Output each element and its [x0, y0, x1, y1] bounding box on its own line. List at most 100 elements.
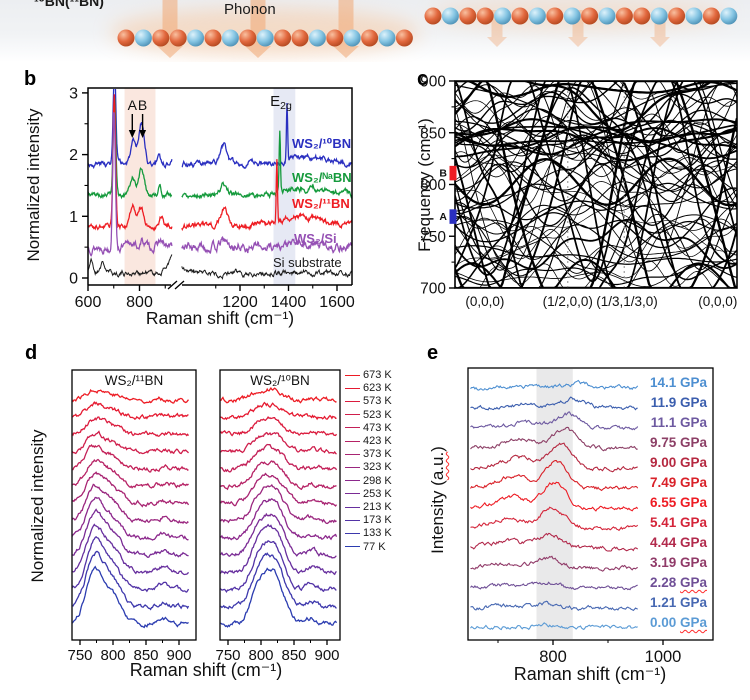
- x-tick-label: 1000: [645, 648, 682, 666]
- temperature-curve-523K: [72, 430, 189, 455]
- temperature-curve-473K: [220, 443, 338, 473]
- series-label-3: WS₂/Si: [294, 231, 337, 246]
- series-label-0: WS₂/¹⁰BN: [292, 136, 351, 151]
- phonon-branch: [455, 204, 737, 260]
- spectrum-curve-4: [88, 254, 352, 280]
- pressure-curve-9.00: [470, 442, 638, 473]
- temperature-curve-423K: [220, 460, 337, 491]
- temperature-curve-133K: [220, 552, 337, 610]
- pressure-curve-3.19: [470, 555, 638, 572]
- x-tick-label: 750: [67, 647, 92, 664]
- temperature-curve-573K: [220, 416, 338, 437]
- schematic-strip: ¹⁰BN(¹¹BN) Phonon: [0, 0, 750, 62]
- left-chain-blue-atom: [343, 29, 361, 47]
- legend-label: 213 K: [363, 501, 392, 513]
- panel-e: e Intensity (a.u.) Raman shift (cm⁻¹) 80…: [415, 338, 750, 700]
- left-chain-blue-atom: [378, 29, 396, 47]
- axis-box-0: [71, 369, 197, 641]
- subpanel-curves-0: [72, 388, 190, 629]
- temperature-curve-213K: [220, 523, 337, 576]
- phonon-branch: [455, 91, 737, 132]
- pressure-unit: GPa: [679, 535, 707, 550]
- left-chain-orange-atom: [274, 29, 292, 47]
- x-tick-label: 900: [166, 647, 191, 664]
- x-tick-label: 600: [75, 294, 102, 311]
- panel-d-letter: d: [25, 342, 38, 364]
- pressure-value: 11.9: [650, 395, 680, 410]
- right-chain-blue-atom: [441, 7, 459, 25]
- series-label-4: Si substrate: [273, 255, 342, 270]
- pressure-value: 14.1: [649, 375, 680, 390]
- phonon-branch: [455, 212, 737, 274]
- pressure-value: 2.28: [649, 575, 680, 590]
- temperature-curve-77K: [220, 567, 338, 628]
- series-label-1: WS₂/ᴺᵃBN: [292, 170, 352, 185]
- legend-line-swatch: [345, 374, 360, 376]
- temperature-curve-323K: [72, 483, 189, 525]
- pressure-unit: GPa: [679, 475, 707, 490]
- pressure-curve-11.1: [470, 411, 639, 431]
- temperature-curve-623K: [220, 401, 337, 421]
- legend-item-623K: 623 K: [345, 382, 392, 394]
- pressure-unit: GPa: [679, 435, 707, 450]
- right-chain-orange-atom: [546, 7, 564, 25]
- left-chain-blue-atom: [221, 29, 239, 47]
- y-tick-label: 0: [69, 271, 78, 288]
- x-tick-label: 850: [281, 647, 306, 664]
- pressure-label-5.41: 5.41 GPa: [650, 515, 707, 530]
- phonon-branch: [455, 181, 737, 249]
- pressure-curve-0.00: [470, 622, 638, 631]
- phonon-branch: [455, 229, 737, 265]
- spectrum-curve-0: [88, 89, 352, 170]
- y-tick-label: 850: [420, 125, 446, 142]
- k-point-label: (1/3,1/3,0): [596, 294, 658, 309]
- x-tick-label: 1600: [319, 294, 355, 311]
- legend-label: 373 K: [363, 448, 392, 461]
- phonon-branch: [455, 81, 737, 288]
- mode-marker-label-B: B: [439, 168, 447, 180]
- legend-label: 77 K: [363, 540, 386, 553]
- right-chain-blue-atom: [598, 7, 616, 25]
- x-tick-label: 800: [539, 648, 567, 666]
- phonon-branch: [455, 187, 737, 249]
- legend-line-swatch: [345, 453, 360, 455]
- phonon-branch: [455, 245, 737, 265]
- x-tick-label: 850: [133, 647, 158, 664]
- legend-item-673K: 673 K: [345, 369, 392, 381]
- legend-item-323K: 323 K: [345, 461, 392, 473]
- temperature-curve-373K: [220, 472, 338, 507]
- phonon-branch: [455, 127, 737, 156]
- legend-line-swatch: [345, 387, 360, 389]
- y-tick-label: 2: [69, 147, 78, 164]
- annotation-arrow-head: [128, 130, 136, 138]
- pressure-unit: GPa: [679, 495, 707, 510]
- axis-box: [467, 367, 714, 641]
- right-chain-blue-atom: [528, 7, 546, 25]
- panel-d-plot: 750 800 850 900 WS₂/¹¹BN 750 800 850 900 WS₂/¹⁰BN: [67, 369, 341, 664]
- highlight-band: [536, 369, 573, 639]
- right-chain-orange-atom: [633, 7, 651, 25]
- phonon-branch: [455, 81, 737, 288]
- legend-label: 133 K: [363, 527, 392, 540]
- x-tick-label: 900: [314, 647, 339, 664]
- pressure-unit: GPa: [679, 575, 707, 590]
- pressure-curves: [470, 379, 639, 631]
- temperature-curve-623K: [72, 400, 189, 421]
- legend-item-298K: 298 K: [345, 475, 392, 487]
- legend-label: 298 K: [363, 474, 392, 487]
- left-chain-blue-atom: [187, 29, 205, 47]
- phonon-branch: [455, 86, 737, 288]
- panel-e-letter: e: [427, 342, 439, 364]
- temperature-curve-673K: [220, 386, 337, 404]
- series-label-2: WS₂/¹¹BN: [292, 196, 350, 211]
- phonon-label: Phonon: [224, 1, 276, 18]
- spectrum-curve-1: [88, 95, 352, 200]
- k-point-label: (0,0,0): [465, 294, 504, 309]
- legend-item-423K: 423 K: [345, 435, 392, 447]
- temperature-curve-213K: [72, 523, 190, 576]
- pressure-label-9.75: 9.75 GPa: [650, 435, 707, 450]
- panel-c-plot: 700 750 800 850 900 (0,0,0) (1/2,0,0) (1/3,1/3,…: [420, 74, 738, 309]
- pressure-label-7.49: 7.49 GPa: [650, 475, 707, 490]
- pressure-curve-11.9: [470, 396, 638, 411]
- y-tick-label: 800: [420, 177, 446, 194]
